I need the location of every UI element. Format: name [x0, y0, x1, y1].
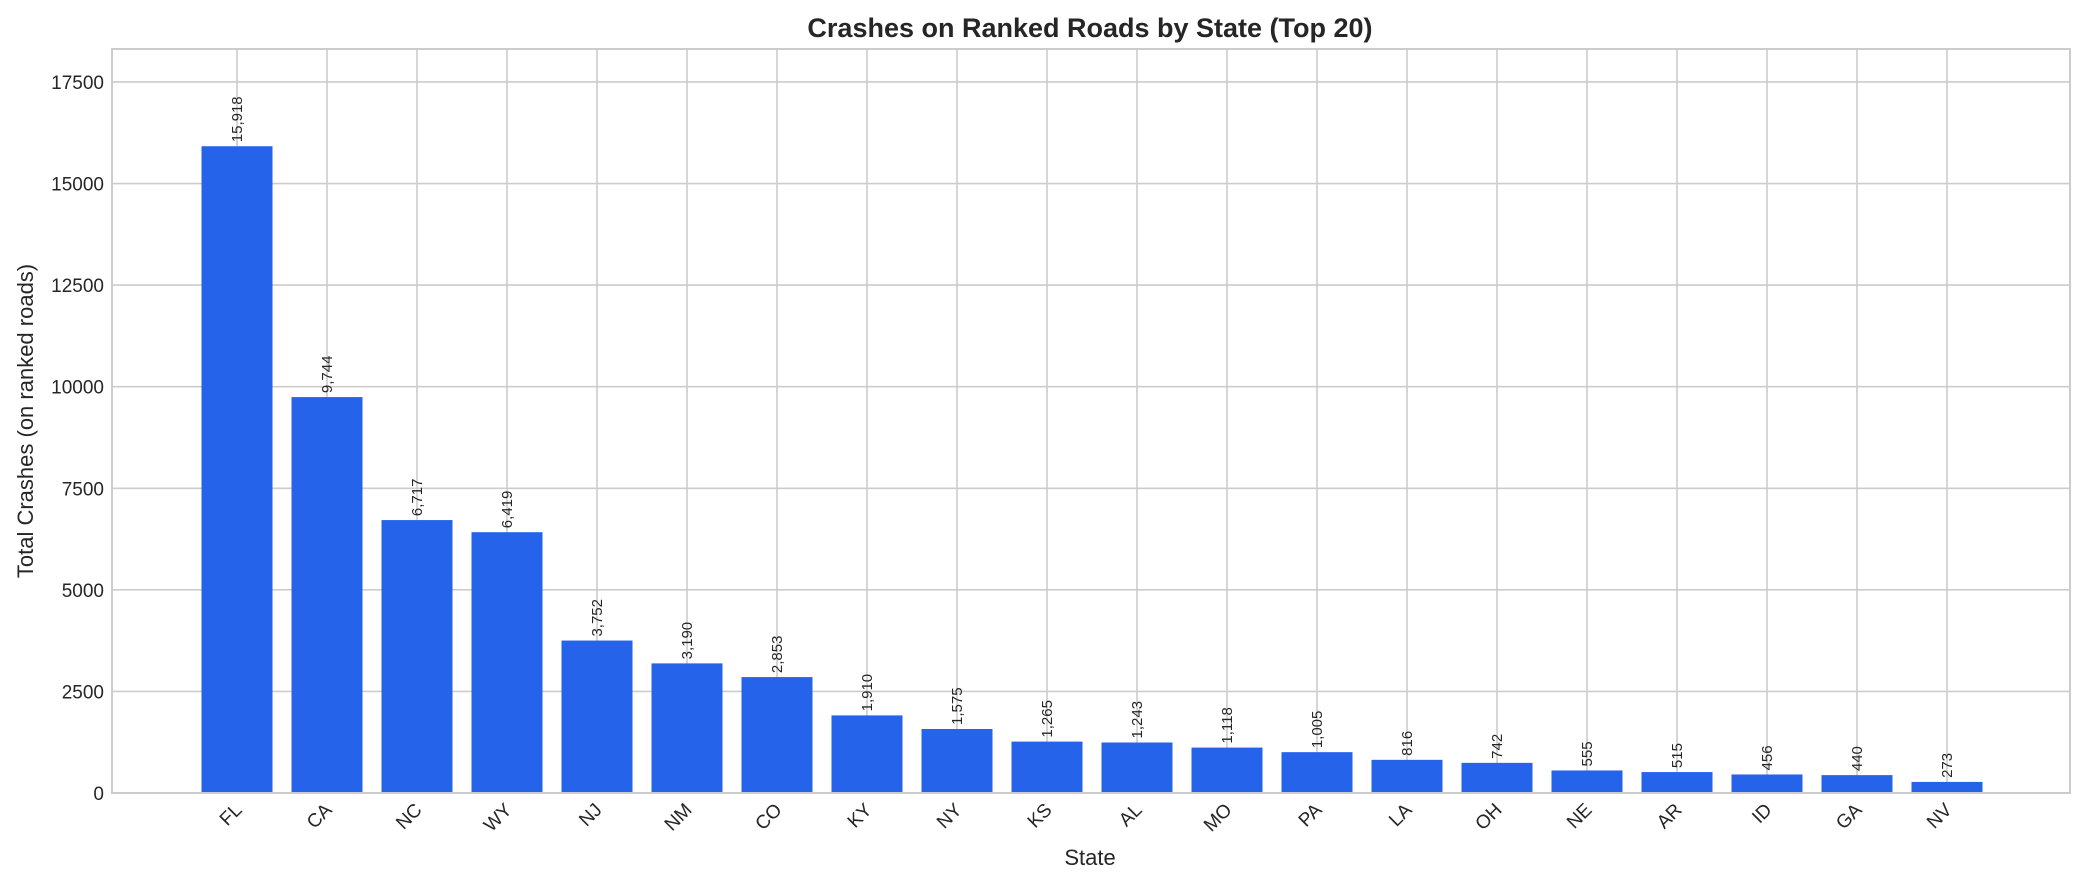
y-axis-ticks: 0 2500 5000 7500 10000 12500 15000 17500: [51, 73, 104, 805]
bar-value-label: 2,853: [769, 636, 786, 674]
bar-nm: [651, 663, 723, 793]
bar-ca: [291, 397, 363, 793]
x-axis-label: State: [1064, 845, 1115, 870]
bar-id: [1731, 774, 1803, 793]
axes-frame: [111, 48, 2071, 794]
x-tick-label: KS: [1024, 800, 1057, 833]
bar-nc: [381, 520, 453, 793]
bar-value-label: 1,265: [1039, 700, 1056, 738]
bar-value-label: 742: [1489, 734, 1506, 759]
bar-value-label: 15,918: [229, 96, 246, 142]
bar-value-label: 3,190: [679, 622, 696, 660]
y-tick-label: 0: [93, 784, 104, 805]
bar-oh: [1461, 762, 1533, 793]
bar-nj: [561, 640, 633, 793]
bar-pa: [1281, 752, 1353, 793]
bar-la: [1371, 759, 1443, 793]
bar-value-label: 555: [1579, 741, 1596, 766]
bar-wy: [471, 532, 543, 793]
bar-value-labels: 15,918 9,744 6,717 6,419 3,752 3,190 2,853 1,91…: [229, 96, 1956, 778]
bar-value-label: 6,717: [409, 479, 426, 517]
x-tick-label: NJ: [575, 800, 606, 831]
bar-al: [1101, 742, 1173, 793]
y-tick-label: 12500: [51, 276, 104, 297]
x-tick-label: WY: [480, 799, 517, 836]
x-tick-label: NY: [933, 799, 967, 833]
bar-value-label: 273: [1939, 753, 1956, 778]
x-tick-label: NC: [392, 800, 426, 834]
x-tick-label: ID: [1748, 800, 1776, 828]
bars: [201, 146, 1983, 794]
y-tick-label: 7500: [62, 479, 104, 500]
bar-mo: [1191, 747, 1263, 793]
bar-value-label: 1,118: [1219, 707, 1236, 743]
x-tick-label: LA: [1385, 799, 1417, 831]
bar-ar: [1641, 772, 1713, 793]
x-tick-label: KY: [844, 799, 877, 832]
bar-value-label: 6,419: [499, 491, 516, 529]
bar-value-label: 1,575: [949, 687, 966, 725]
bar-value-label: 1,243: [1129, 701, 1146, 739]
bar-value-label: 3,752: [589, 599, 606, 637]
bar-value-label: 9,744: [319, 356, 336, 394]
bar-fl: [201, 146, 273, 794]
bar-ny: [921, 729, 993, 793]
y-tick-label: 10000: [51, 378, 104, 399]
bar-ne: [1551, 770, 1623, 793]
x-tick-label: GA: [1832, 799, 1866, 833]
y-tick-label: 2500: [62, 682, 104, 703]
x-tick-label: AR: [1653, 800, 1687, 834]
bar-ks: [1011, 741, 1083, 793]
y-tick-label: 15000: [51, 175, 104, 196]
chart-title: Crashes on Ranked Roads by State (Top 20…: [807, 13, 1372, 43]
bar-co: [741, 677, 813, 793]
x-tick-label: NV: [1923, 799, 1957, 833]
bar-value-label: 1,910: [859, 674, 876, 712]
y-tick-label: 5000: [62, 581, 104, 602]
bar-value-label: 440: [1849, 746, 1866, 771]
x-tick-label: NE: [1563, 800, 1597, 834]
x-tick-label: NM: [661, 800, 697, 836]
bar-ky: [831, 715, 903, 793]
y-axis-label: Total Crashes (on ranked roads): [13, 264, 38, 578]
bar-value-label: 456: [1759, 745, 1776, 770]
y-tick-label: 17500: [51, 73, 104, 94]
x-tick-label: MO: [1200, 800, 1236, 836]
x-tick-label: CA: [303, 799, 337, 833]
bar-ga: [1821, 775, 1893, 793]
x-tick-label: AL: [1115, 800, 1146, 831]
x-axis-ticks: FL CA NC WY NJ NM CO KY NY KS AL MO PA LA OH NE AR ID GA NV: [216, 799, 1957, 836]
x-tick-label: OH: [1472, 800, 1507, 835]
x-tick-label: FL: [216, 800, 247, 831]
x-tick-label: PA: [1295, 799, 1327, 831]
bar-value-label: 515: [1669, 743, 1686, 768]
bar-value-label: 1,005: [1309, 711, 1326, 749]
bar-value-label: 816: [1399, 731, 1416, 756]
bar-nv: [1911, 781, 1983, 793]
x-tick-label: CO: [752, 800, 787, 835]
